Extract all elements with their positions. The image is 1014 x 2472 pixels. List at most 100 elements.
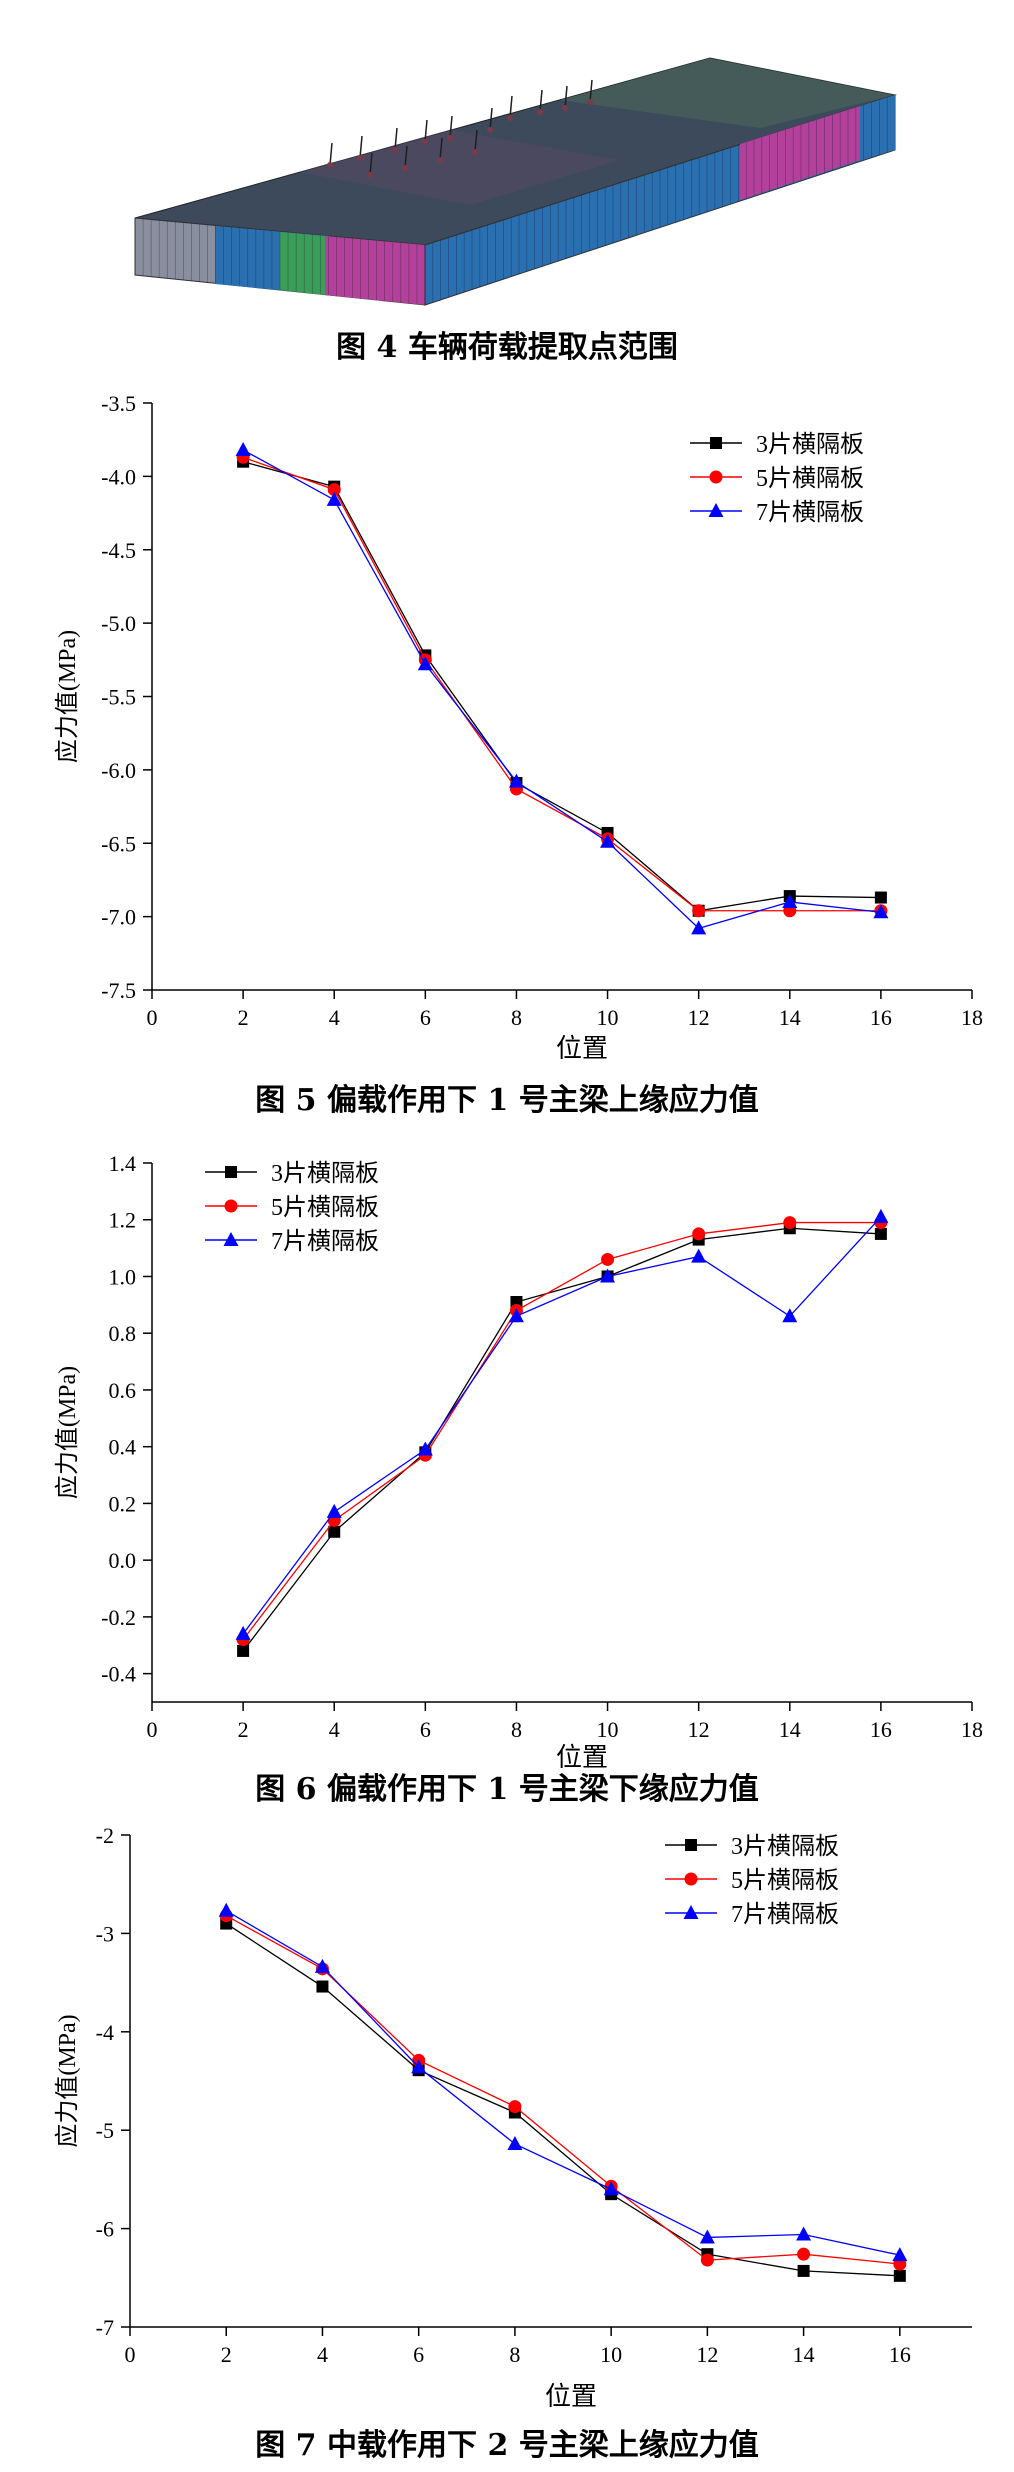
x-tick-label: 14	[779, 1005, 801, 1030]
marker-triangle	[314, 1958, 330, 1973]
x-tick-label: 12	[688, 1717, 710, 1742]
load-arrow	[509, 95, 513, 119]
load-point	[437, 157, 443, 163]
marker-triangle	[600, 1268, 616, 1283]
figure-4-caption: 图 4 车辆荷载提取点范围	[336, 330, 678, 365]
marker-circle	[327, 483, 341, 497]
bridge-model-image	[134, 57, 897, 306]
marker-square	[893, 2269, 906, 2282]
marker-square	[874, 1227, 887, 1240]
x-tick-label: 4	[329, 1005, 340, 1030]
x-tick-label: 14	[793, 2342, 815, 2367]
x-tick-label: 18	[961, 1005, 983, 1030]
legend-label: 5片横隔板	[271, 1194, 379, 1221]
x-axis-label: 位置	[545, 2382, 597, 2411]
legend-label: 7片横隔板	[271, 1228, 379, 1255]
marker-triangle	[782, 1308, 798, 1323]
load-arrow	[449, 115, 453, 139]
marker-triangle	[508, 1308, 524, 1323]
marker-square	[316, 1980, 329, 1993]
load-arrow	[474, 129, 478, 153]
figure-6-caption: 图 6 偏载作用下 1 号主梁下缘应力值	[255, 1772, 759, 1807]
legend-label: 7片横隔板	[756, 499, 864, 526]
load-arrow	[589, 79, 593, 103]
x-tick-label: 16	[889, 2342, 911, 2367]
marker-triangle	[507, 2135, 523, 2150]
chart-5-svg: 0 2 4 6 8 10 12 14 16 18 -7.5 -7.0 -6.5 -6.0 -5.5 -5.0 -…	[54, 391, 983, 1063]
y-tick-label: -7.0	[101, 905, 136, 930]
x-axis-label: 位置	[556, 1743, 608, 1770]
y-tick-label: 0.8	[109, 1321, 137, 1346]
load-point	[487, 127, 493, 133]
y-tick-label: -7	[96, 2315, 114, 2340]
series-line	[242, 461, 881, 912]
x-tick-label: 0	[147, 1005, 158, 1030]
marker-triangle	[218, 1902, 234, 1917]
marker-circle	[692, 904, 706, 918]
marker-triangle	[691, 1248, 707, 1263]
load-point	[472, 149, 478, 155]
y-tick-label: 0.6	[109, 1378, 137, 1403]
x-tick-label: 14	[779, 1717, 801, 1742]
x-tick-label: 10	[597, 1717, 619, 1742]
marker-circle	[692, 1227, 706, 1241]
figure-5-caption: 图 5 偏载作用下 1 号主梁上缘应力值	[255, 1083, 759, 1118]
load-arrow	[329, 142, 333, 166]
x-tick-label: 16	[870, 1717, 892, 1742]
series-line	[242, 1221, 881, 1640]
load-arrow	[359, 135, 363, 159]
y-tick-label: -4.5	[101, 538, 136, 563]
x-tick-label: 2	[221, 2342, 232, 2367]
load-point	[357, 155, 363, 161]
marker-triangle	[708, 503, 724, 517]
marker-circle	[709, 470, 723, 484]
x-tick-label: 0	[147, 1717, 158, 1742]
load-arrow	[369, 152, 373, 176]
x-tick-label: 10	[600, 2342, 622, 2367]
y-tick-label: -3	[96, 1921, 114, 1946]
load-point	[422, 139, 428, 145]
series-line	[225, 1923, 900, 2277]
legend-label: 3片横隔板	[731, 1833, 839, 1860]
load-point	[447, 135, 453, 141]
load-point	[507, 115, 513, 121]
load-point	[402, 165, 408, 171]
marker-circle	[601, 1252, 615, 1266]
chart-6-svg: 0 2 4 6 8 10 12 14 16 18 -0.4 -0.2 0.0 0.2 0.4 0.6 0.8 1.…	[54, 1151, 983, 1772]
load-arrow	[394, 127, 398, 151]
marker-circle	[783, 1216, 797, 1230]
y-tick-label: 0.4	[109, 1435, 137, 1460]
y-tick-label: 1.2	[109, 1208, 137, 1233]
figure-6-chart: 0 2 4 6 8 10 12 14 16 18 -0.4 -0.2 0.0 0.2 0.4 0.6 0.8 1.…	[0, 1130, 1014, 1772]
x-tick-label: 6	[420, 1005, 431, 1030]
figure-7-caption: 图 7 中载作用下 2 号主梁上缘应力值	[255, 2428, 759, 2463]
bridge-model-figure	[0, 0, 1014, 320]
marker-circle	[700, 2253, 714, 2267]
girder-segment	[740, 106, 860, 200]
y-axis-label: 应力值(MPa)	[54, 630, 81, 763]
marker-triangle	[892, 2247, 908, 2262]
y-tick-label: 1.4	[109, 1151, 137, 1176]
y-tick-label: -5	[96, 2118, 114, 2143]
girder-segment	[325, 236, 425, 305]
load-arrow	[489, 107, 493, 131]
marker-triangle	[796, 2226, 812, 2241]
legend-label: 7片横隔板	[731, 1901, 839, 1928]
marker-circle	[224, 1199, 238, 1213]
marker-triangle	[326, 1503, 342, 1518]
load-arrow	[424, 119, 428, 143]
marker-triangle	[235, 1625, 251, 1640]
y-tick-label: -6.0	[101, 758, 136, 783]
series-line	[225, 1910, 900, 2256]
load-point	[562, 105, 568, 111]
marker-square	[225, 1166, 237, 1178]
marker-square	[797, 2264, 810, 2277]
x-tick-label: 18	[961, 1717, 983, 1742]
marker-square	[237, 1644, 250, 1657]
marker-triangle	[699, 2229, 715, 2244]
marker-triangle	[873, 904, 889, 919]
y-tick-label: 0.2	[109, 1491, 137, 1516]
load-arrow	[404, 145, 408, 169]
x-tick-label: 8	[509, 2342, 520, 2367]
marker-triangle	[326, 491, 342, 506]
